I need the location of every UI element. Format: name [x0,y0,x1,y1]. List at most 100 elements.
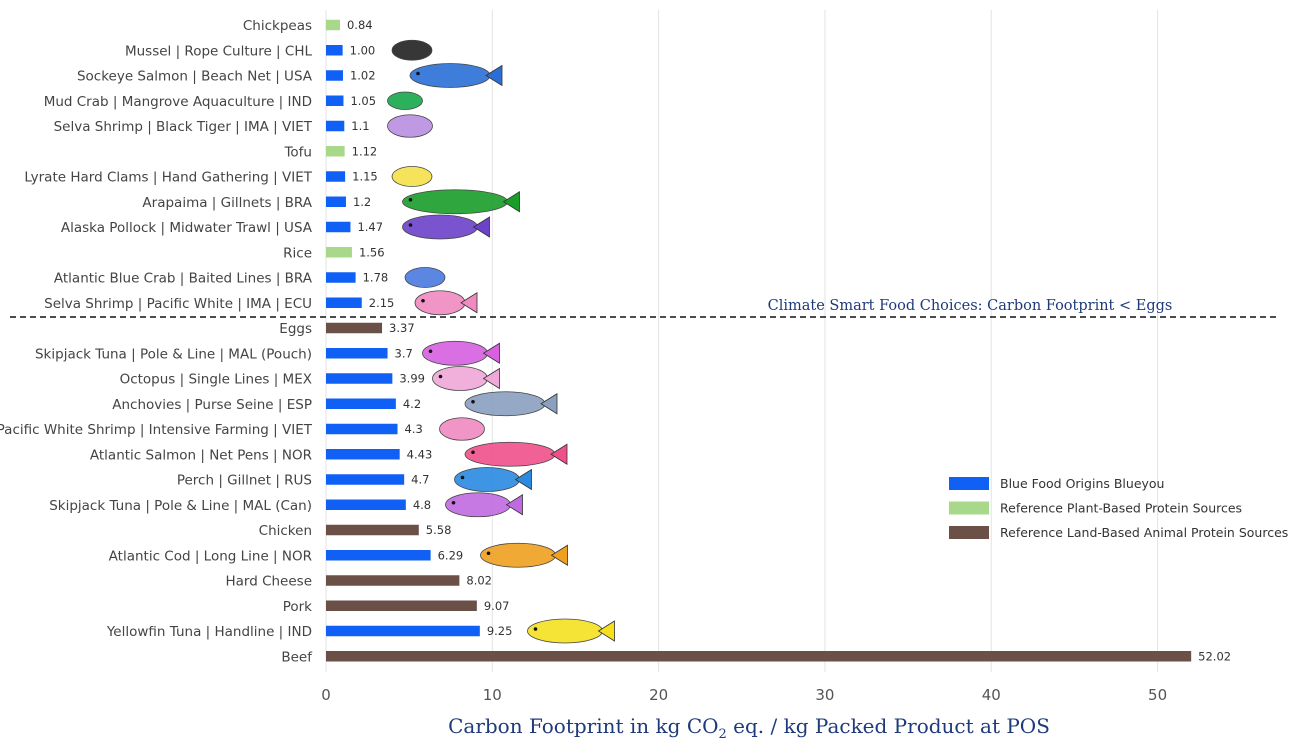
bar [326,146,345,157]
value-label: 3.37 [389,321,415,335]
fish-icon [422,340,500,366]
legend-swatch-blue [949,477,989,490]
mud-crab-icon [387,114,433,138]
bar [326,600,477,611]
x-tick-label: 20 [649,686,668,704]
category-label: Skipjack Tuna | Pole & Line | MAL (Pouch… [35,346,312,362]
category-label: Atlantic Cod | Long Line | NOR [109,548,312,564]
category-label: Octopus | Single Lines | MEX [120,372,312,388]
category-label: Alaska Pollock | Midwater Trawl | USA [61,220,313,236]
category-label: Beef [281,649,313,665]
arapaima-icon [404,267,446,288]
value-label: 8.02 [466,574,492,588]
anchovy-icon [454,467,532,492]
bar [326,120,345,132]
value-label: 1.47 [357,220,383,234]
pollock-icon [414,290,478,316]
bar [326,398,396,409]
value-label: 1.56 [359,245,385,259]
value-label: 3.7 [395,346,413,360]
x-tick-label: 50 [1148,686,1167,704]
category-labels: Chickpeas Mussel | Rope Culture | CHL Sock… [0,18,313,665]
bar [326,474,405,485]
octopus-icon [464,441,568,467]
bar [326,651,1192,662]
bar [326,322,383,334]
value-label: 6.29 [438,548,464,562]
fish-icon [391,39,433,61]
clam-icon [402,214,490,240]
category-label: Anchovies | Purse Seine | ESP [112,397,312,413]
value-label: 4.7 [411,473,429,487]
bar [326,348,388,359]
bar [326,45,343,56]
bar [326,95,344,106]
category-label: Sockeye Salmon | Beach Net | USA [77,69,313,85]
value-label: 1.2 [353,195,371,209]
x-tick-label: 0 [321,686,331,704]
bar [326,373,393,384]
black-tiger-shrimp-icon [391,166,433,187]
category-label: Lyrate Hard Clams | Hand Gathering | VIE… [24,170,312,186]
category-label: Mud Crab | Mangrove Aquaculture | IND [44,94,312,110]
category-label: Perch | Gillnet | RUS [177,473,312,489]
bar [326,297,362,308]
pacific-white-shrimp-icon [464,391,558,417]
bar [326,221,351,233]
legend-swatch-plant [949,501,989,515]
category-label: Mussel | Rope Culture | CHL [125,43,313,59]
value-label: 1.1 [351,119,369,133]
bar [326,272,356,283]
category-label: Selva Shrimp | Black Tiger | IMA | VIET [54,119,313,135]
mussel-icon [409,63,503,88]
species-icons [387,39,615,644]
value-label: 4.3 [405,422,423,436]
category-label: Selva Shrimp | Pacific White | IMA | ECU [44,296,312,312]
category-label: Chicken [259,523,312,539]
bar [326,449,400,460]
fish-icon [402,189,520,215]
legend-label-blue: Blue Food Origins Blueyou [1000,476,1164,491]
value-label: 0.84 [347,18,373,32]
bar [326,423,398,435]
value-label: 4.43 [407,447,433,461]
bar [326,70,343,81]
x-axis-title-part1: Carbon Footprint in kg CO [448,714,718,738]
atlantic-salmon-icon [480,542,568,568]
value-label: 1.00 [350,43,376,57]
value-label: 1.15 [352,170,378,184]
bar [326,550,431,561]
sockeye-salmon-icon [387,91,423,110]
category-label: Tofu [283,144,312,160]
value-label: 52.02 [1198,649,1231,663]
x-tick-label: 10 [483,686,502,704]
category-label: Hard Cheese [225,574,312,590]
legend-label-plant: Reference Plant-Based Protein Sources [1000,501,1242,516]
bar [326,575,460,586]
value-label: 1.78 [363,271,389,285]
value-label: 3.99 [399,372,425,386]
category-label: Rice [283,245,312,261]
category-label: Skipjack Tuna | Pole & Line | MAL (Can) [49,498,312,514]
category-label: Atlantic Blue Crab | Baited Lines | BRA [54,271,313,287]
value-label: 9.25 [487,624,513,638]
x-tick-label: 30 [815,686,834,704]
bar [326,499,406,510]
value-label: 9.07 [484,599,510,613]
bars [326,19,1192,662]
pacific-white-shrimp-icon [445,492,523,518]
x-axis-title-subscript: 2 [719,727,727,742]
perch-icon [527,618,615,644]
threshold-label: Climate Smart Food Choices: Carbon Footp… [768,298,1173,314]
category-label: Chickpeas [243,18,312,34]
category-label: Arapaima | Gillnets | BRA [142,195,312,211]
blue-crab-icon [432,366,500,391]
category-label: Eggs [279,321,312,337]
category-label: Atlantic Salmon | Net Pens | NOR [90,447,312,463]
bar [326,19,340,31]
value-label: 4.2 [403,397,421,411]
bar [326,524,419,536]
bar [326,625,480,637]
bar [326,196,346,207]
